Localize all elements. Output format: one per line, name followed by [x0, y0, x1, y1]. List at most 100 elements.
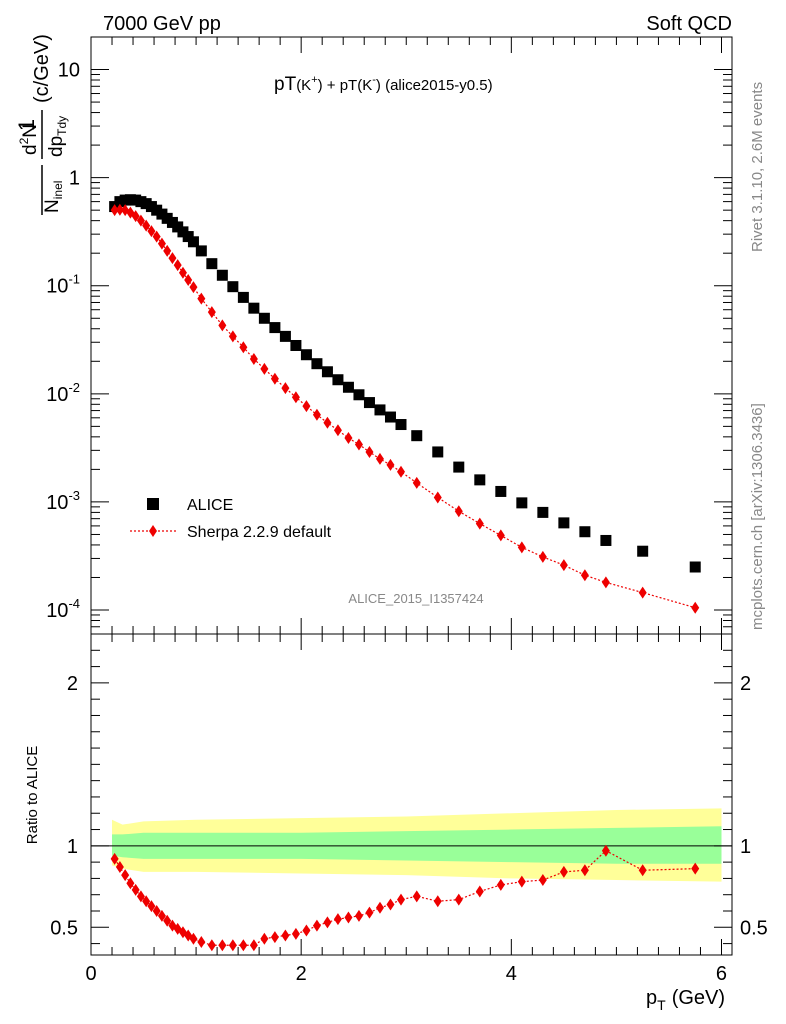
data-point — [342, 381, 354, 393]
data-point — [227, 281, 239, 293]
ratio-mc-point — [147, 900, 156, 913]
ratio-mc-point — [126, 877, 135, 890]
ratio-mc-point — [136, 890, 145, 903]
ratio-mc-point — [302, 924, 311, 937]
mc-point — [396, 465, 405, 478]
ratio-mc-point — [228, 939, 237, 952]
ratio-mc-point — [412, 890, 421, 903]
mc-point — [163, 244, 172, 257]
data-point — [374, 404, 386, 416]
data-point — [637, 545, 649, 557]
ratio-mc-point — [475, 885, 484, 898]
mc-point — [207, 306, 216, 319]
data-point — [363, 397, 375, 409]
data-point — [332, 374, 344, 386]
ratio-mc-point — [454, 893, 463, 906]
mc-point — [115, 203, 124, 216]
mc-point — [323, 416, 332, 429]
ratio-mc-point — [386, 898, 395, 911]
legend-data-marker — [147, 498, 159, 510]
x-axis-label: pT (GeV) — [646, 987, 725, 1013]
ratio-mc-point — [638, 864, 647, 877]
ratio-mc-point — [152, 905, 161, 918]
ratio-mc-point — [344, 911, 353, 924]
mc-point — [157, 237, 166, 250]
mc-point — [270, 372, 279, 385]
svg-text:1: 1 — [14, 119, 39, 131]
ratio-mc-point — [197, 935, 206, 948]
data-point — [395, 419, 407, 431]
mc-point — [601, 576, 610, 589]
data-point — [187, 236, 199, 248]
mc-point — [496, 529, 505, 542]
mc-series-line — [114, 209, 696, 609]
ratio-mc-point — [396, 893, 405, 906]
ratio-mc-point — [131, 883, 140, 896]
mc-point — [454, 505, 463, 518]
svg-text:d2N: d2N — [17, 124, 41, 155]
main-plot-series — [109, 194, 701, 614]
data-point — [384, 411, 396, 423]
ratio-mc-point — [189, 932, 198, 945]
mc-point — [184, 273, 193, 286]
mc-point — [197, 292, 206, 305]
mc-point — [354, 438, 363, 451]
mc-point — [218, 319, 227, 332]
mc-point — [249, 352, 258, 365]
ratio-plot-frame — [90, 633, 733, 956]
mc-point — [691, 601, 700, 614]
data-point — [300, 349, 312, 361]
ratio-y-tick-label-right: 0.5 — [740, 917, 768, 939]
data-point — [237, 291, 249, 303]
ratio-mc-point — [323, 916, 332, 929]
data-point — [290, 339, 302, 351]
mc-point — [281, 382, 290, 395]
ratio-plot-series — [110, 844, 700, 952]
axis-tick-labels: 0 2 4 6 10-4 10-3 10-2 10-1 1 10 0.5 0.5 1 1 2 2 — [46, 60, 768, 985]
data-point — [321, 366, 333, 378]
data-point — [258, 312, 270, 324]
mc-point — [638, 586, 647, 599]
ratio-y-tick-label-left: 0.5 — [50, 917, 78, 939]
ratio-mc-point — [115, 861, 124, 874]
svg-text:Ninel: Ninel — [42, 181, 65, 213]
mc-point — [260, 362, 269, 375]
mc-point — [538, 550, 547, 563]
main-y-tick-label: 10 — [58, 60, 80, 82]
mc-point — [131, 210, 140, 223]
mc-point — [142, 219, 151, 232]
mc-point — [386, 458, 395, 471]
data-point — [432, 446, 444, 458]
ratio-mc-point — [142, 895, 151, 908]
mc-point — [433, 491, 442, 504]
mc-point — [168, 252, 177, 265]
data-point — [248, 302, 260, 314]
ratio-mc-point — [110, 852, 119, 865]
x-tick-label: 4 — [506, 963, 517, 985]
analysis-watermark: ALICE_2015_I1357424 — [348, 591, 483, 606]
data-point — [453, 461, 465, 473]
mc-point — [365, 445, 374, 458]
ratio-mc-point — [163, 914, 172, 927]
data-point — [269, 322, 281, 334]
mc-point — [178, 266, 187, 279]
axis-ticks — [90, 36, 732, 955]
mc-point — [302, 400, 311, 413]
mc-point — [344, 432, 353, 445]
ratio-y-tick-label-left: 1 — [67, 836, 78, 858]
ratio-mc-point — [691, 862, 700, 875]
legend: ALICE Sherpa 2.2.9 default — [130, 497, 332, 541]
ratio-mc-point — [260, 932, 269, 945]
ratio-mc-point — [433, 895, 442, 908]
ratio-mc-point — [121, 869, 130, 882]
x-tick-label: 0 — [85, 963, 96, 985]
mc-point — [110, 204, 119, 217]
ratio-mc-point — [239, 939, 248, 952]
main-y-tick-label: 10-1 — [46, 272, 80, 298]
plot-title: pT(K+) + pT(K-) (alice2015-y0.5) — [274, 74, 493, 95]
ratio-mc-point — [354, 909, 363, 922]
ratio-mc-point — [538, 874, 547, 887]
x-tick-label: 6 — [716, 963, 727, 985]
mc-point — [517, 541, 526, 554]
mc-point — [152, 230, 161, 243]
